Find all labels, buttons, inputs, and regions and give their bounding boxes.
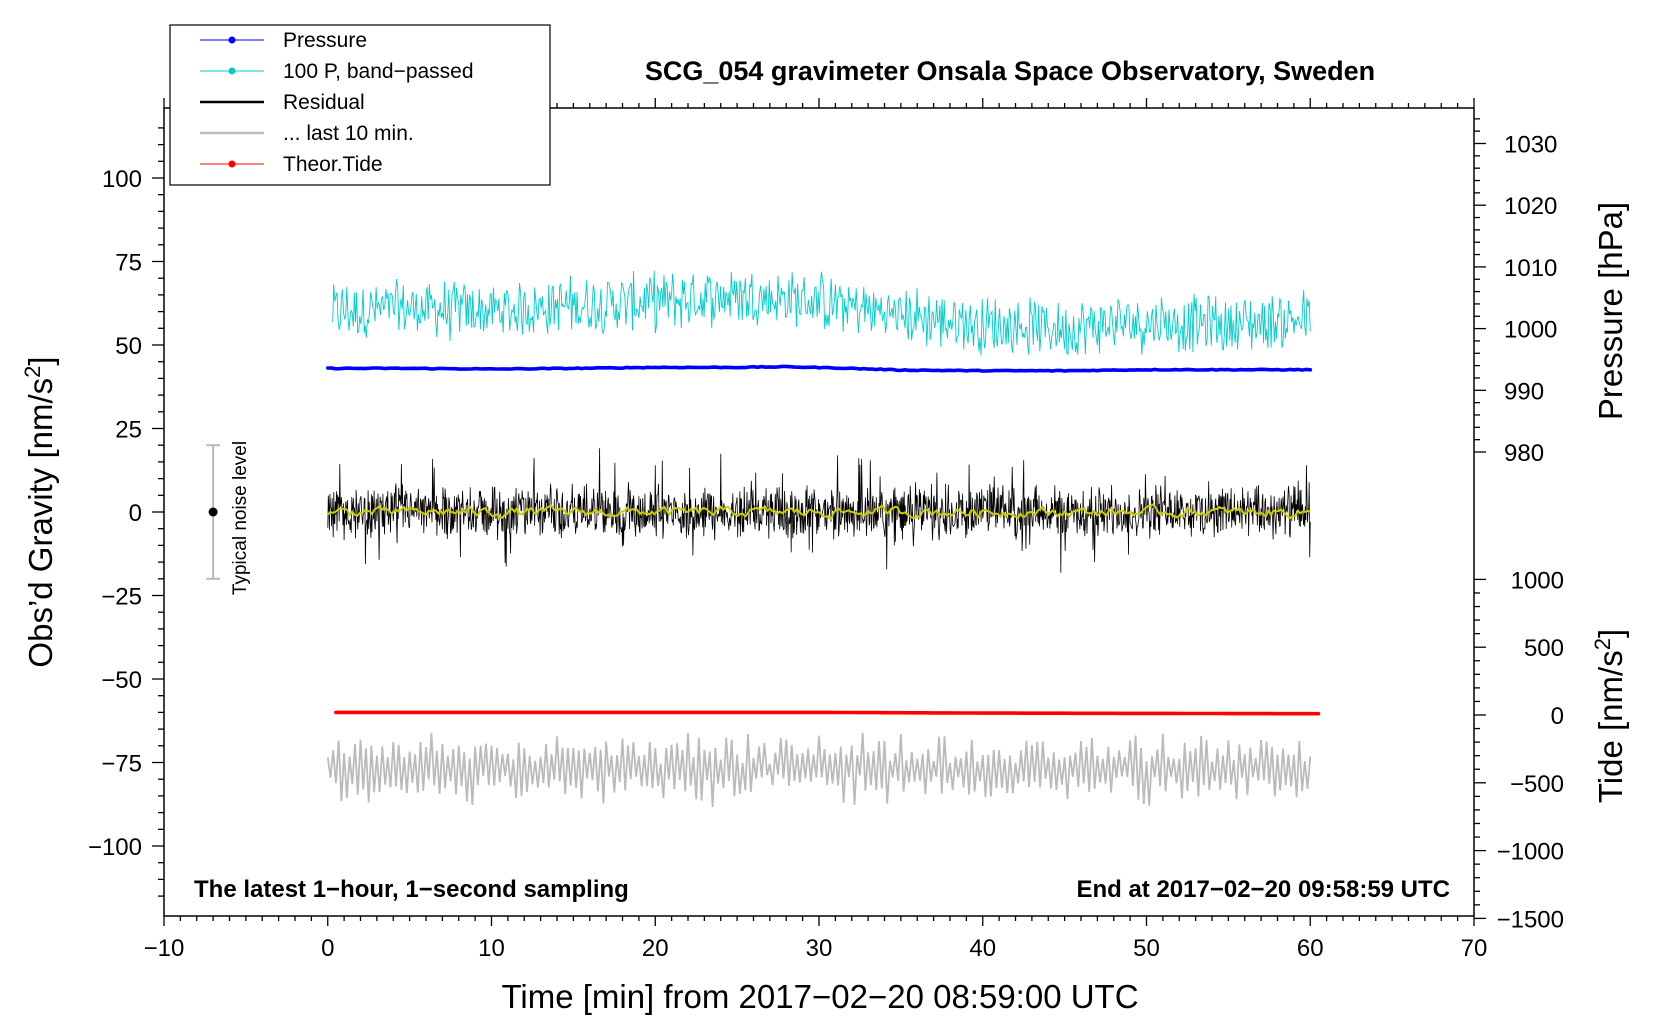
y-tide-tick-label: 500 xyxy=(1524,635,1564,662)
y-left-tick-label: −75 xyxy=(101,751,142,778)
y-pressure-tick-label: 990 xyxy=(1504,378,1544,405)
y-left-tick-label: 100 xyxy=(102,166,142,193)
y-tide-tick-label: −500 xyxy=(1510,771,1564,798)
legend-label: 100 P, band−passed xyxy=(283,60,474,83)
y-axis-left-title-sup: 2 xyxy=(20,366,45,378)
series-line-pressure xyxy=(326,364,1313,373)
y-left-tick-label: −50 xyxy=(101,667,142,694)
series-line-bandpassed-pressure xyxy=(332,270,1311,356)
x-tick-label: 40 xyxy=(969,935,996,962)
x-tick-label: −10 xyxy=(144,935,185,962)
series-line-residual-smoothed xyxy=(327,503,1311,521)
y-axis-tide-title-main: Tide [nm/s xyxy=(1592,650,1629,803)
x-tick-label: 0 xyxy=(321,935,334,962)
data-layer xyxy=(326,270,1321,808)
legend-marker xyxy=(228,160,236,168)
noise-bar-center-dot xyxy=(208,507,218,517)
noise-level-label: Typical noise level xyxy=(230,441,251,595)
y-axis-tide-title: Tide [nm/s2] xyxy=(1590,629,1629,803)
y-pressure-tick-label: 1000 xyxy=(1504,317,1557,344)
y-axis-left-title-main: Obs’d Gravity [nm/s xyxy=(22,378,59,668)
legend: Pressure 100 P, band−passed Residual ... la… xyxy=(169,24,551,186)
y-axis-tide-title-close: ] xyxy=(1592,629,1629,638)
legend-marker xyxy=(228,36,236,44)
y-left-tick-label: −100 xyxy=(88,834,142,861)
y-pressure-tick-label: 980 xyxy=(1504,440,1544,467)
annotation-left: The latest 1−hour, 1−second sampling xyxy=(194,876,629,903)
series-line-theoretical-tide xyxy=(334,710,1321,716)
x-tick-label: 70 xyxy=(1461,935,1488,962)
x-tick-label: 10 xyxy=(478,935,505,962)
legend-label: Pressure xyxy=(283,29,367,52)
legend-label: Theor.Tide xyxy=(283,153,383,176)
series-line-last-10-min xyxy=(326,732,1312,808)
noise-level-indicator xyxy=(206,444,221,580)
ticks-layer: −10 0 10 20 30 40 50 60 70−100−75−50−25025507510… xyxy=(88,98,1564,962)
y-tide-tick-label: −1500 xyxy=(1497,906,1564,933)
y-left-tick-label: 25 xyxy=(115,417,142,444)
x-tick-label: 60 xyxy=(1297,935,1324,962)
y-left-tick-label: 50 xyxy=(115,333,142,360)
legend-label: Residual xyxy=(283,91,365,114)
y-pressure-tick-label: 1020 xyxy=(1504,193,1557,220)
x-tick-label: 30 xyxy=(806,935,833,962)
legend-label: ... last 10 min. xyxy=(283,122,414,145)
y-axis-tide-title-sup: 2 xyxy=(1590,638,1615,650)
y-left-tick-label: −25 xyxy=(101,584,142,611)
x-tick-label: 20 xyxy=(642,935,669,962)
series-line-residual xyxy=(327,448,1311,573)
x-axis-title: Time [min] from 2017−02−20 08:59:00 UTC xyxy=(501,978,1138,1015)
y-left-tick-label: 0 xyxy=(129,500,142,527)
annotation-right: End at 2017−02−20 09:58:59 UTC xyxy=(1076,876,1450,903)
chart-title: SCG_054 gravimeter Onsala Space Observat… xyxy=(645,56,1375,86)
y-tide-tick-label: 1000 xyxy=(1511,567,1564,594)
y-pressure-tick-label: 1010 xyxy=(1504,255,1557,282)
y-axis-left-title-close: ] xyxy=(22,356,59,365)
y-axis-pressure-title: Pressure [hPa] xyxy=(1592,202,1629,420)
x-tick-label: 50 xyxy=(1133,935,1160,962)
y-tide-tick-label: −1000 xyxy=(1497,839,1564,866)
y-axis-left-title: Obs’d Gravity [nm/s2] xyxy=(20,356,59,667)
legend-marker xyxy=(228,67,236,75)
y-pressure-tick-label: 1030 xyxy=(1504,132,1557,159)
legend-box xyxy=(169,24,551,186)
y-tide-tick-label: 0 xyxy=(1551,703,1564,730)
y-left-tick-label: 75 xyxy=(115,250,142,277)
